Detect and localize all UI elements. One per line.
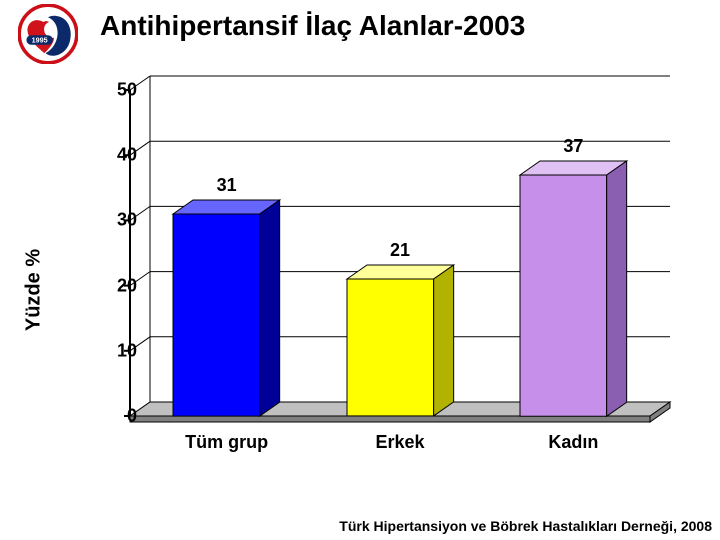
y-tick-label: 30 <box>117 210 137 231</box>
y-tick-label: 40 <box>117 145 137 166</box>
value-label: 21 <box>390 240 410 261</box>
bar-chart: 0 10 20 30 40 50 Tüm grup Erkek Kadın 31 21 37 <box>95 80 685 480</box>
slide-title: Antihipertansif İlaç Alanlar-2003 <box>100 10 700 42</box>
category-label: Erkek <box>375 432 424 453</box>
category-label: Tüm grup <box>185 432 268 453</box>
bar <box>520 161 627 416</box>
y-tick-label: 20 <box>117 275 137 296</box>
value-label: 31 <box>217 175 237 196</box>
svg-text:1995: 1995 <box>32 35 48 44</box>
org-logo-svg: 1995 <box>18 4 78 64</box>
bar <box>347 265 454 416</box>
y-tick-label: 50 <box>117 80 137 101</box>
category-label: Kadın <box>548 432 598 453</box>
y-axis-label: Yüzde % <box>23 249 46 331</box>
slide: 1995 Antihipertansif İlaç Alanlar-2003 Y… <box>0 0 720 540</box>
y-tick-label: 10 <box>117 340 137 361</box>
y-tick-label: 0 <box>127 406 137 427</box>
org-logo: 1995 <box>18 4 78 64</box>
footer-citation: Türk Hipertansiyon ve Böbrek Hastalıklar… <box>339 518 712 534</box>
value-label: 37 <box>563 136 583 157</box>
bar <box>173 200 280 416</box>
